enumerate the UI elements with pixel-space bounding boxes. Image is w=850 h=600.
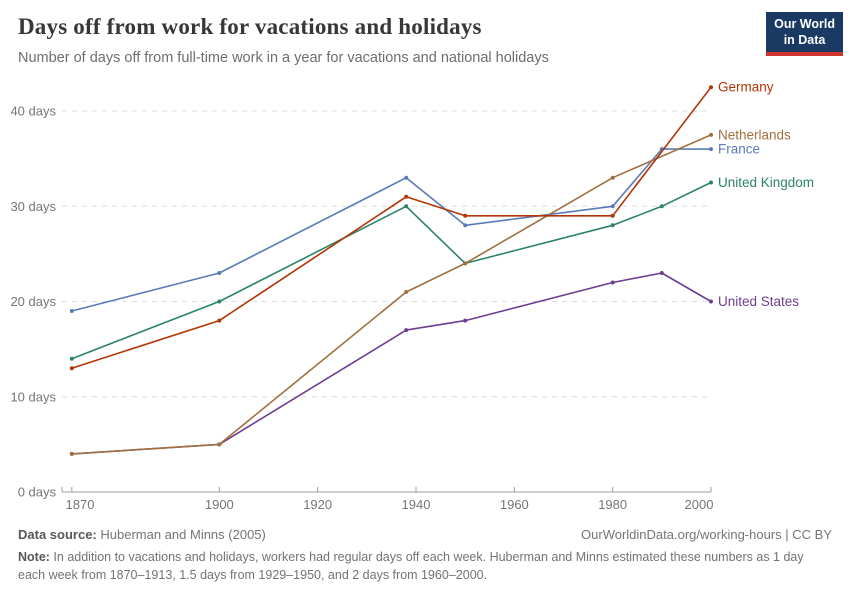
chart-note: Note: In addition to vacations and holid…: [18, 549, 832, 585]
series-label-united-kingdom[interactable]: United Kingdom: [718, 175, 814, 190]
owid-logo-line1: Our World: [774, 17, 835, 31]
data-point-netherlands: [610, 175, 615, 180]
chart-header: Days off from work for vacations and hol…: [0, 0, 850, 66]
data-point-netherlands: [404, 290, 409, 294]
attribution-license: | CC BY: [781, 527, 832, 542]
owid-logo[interactable]: Our World in Data: [766, 12, 843, 57]
data-point-united-kingdom: [217, 299, 222, 304]
data-point-united-kingdom: [69, 356, 74, 361]
attribution: OurWorldinData.org/working-hours | CC BY: [581, 527, 832, 542]
data-point-united-states: [709, 299, 713, 304]
series-label-united-states[interactable]: United States: [718, 294, 799, 309]
data-source-label: Data source:: [18, 527, 97, 542]
x-tick-label: 2000: [685, 497, 714, 512]
data-point-germany: [463, 213, 468, 218]
chart-footer: Data source: Huberman and Minns (2005) O…: [0, 527, 850, 585]
data-point-netherlands: [463, 261, 468, 266]
data-point-united-kingdom: [404, 204, 409, 209]
x-tick-label: 1900: [205, 497, 234, 512]
y-tick-label: 30 days: [10, 199, 56, 214]
data-point-france: [217, 271, 222, 275]
data-point-germany: [404, 194, 409, 199]
series-line-united-states: [71, 272, 712, 455]
series-label-france[interactable]: France: [718, 142, 760, 157]
data-point-united-states: [659, 271, 664, 275]
page-title: Days off from work for vacations and hol…: [18, 14, 482, 39]
data-point-france: [404, 175, 409, 180]
data-point-netherlands: [69, 451, 74, 456]
note-label: Note:: [18, 550, 50, 564]
data-source: Data source: Huberman and Minns (2005): [18, 527, 266, 542]
y-tick-label: 20 days: [10, 294, 56, 309]
data-point-germany: [709, 85, 713, 90]
data-point-france: [610, 204, 615, 209]
x-tick-label: 1870: [66, 497, 95, 512]
data-point-united-states: [404, 328, 409, 333]
series-line-netherlands: [71, 134, 712, 455]
data-point-germany: [610, 213, 615, 218]
data-point-france: [69, 309, 74, 313]
page-subtitle: Number of days off from full-time work i…: [18, 50, 549, 66]
x-tick-label: 1980: [598, 497, 627, 512]
x-tick-label: 1920: [303, 497, 332, 512]
data-point-united-kingdom: [610, 223, 615, 228]
series-line-united-kingdom: [71, 181, 712, 360]
data-point-netherlands: [217, 442, 222, 447]
series-label-netherlands[interactable]: Netherlands: [718, 127, 791, 142]
x-tick-label: 1960: [500, 497, 529, 512]
data-point-netherlands: [709, 132, 713, 137]
source-row: Data source: Huberman and Minns (2005) O…: [18, 527, 832, 542]
data-point-germany: [217, 318, 222, 323]
attribution-link[interactable]: OurWorldinData.org/working-hours: [581, 527, 782, 542]
data-point-united-states: [610, 280, 615, 285]
y-tick-label: 40 days: [10, 104, 56, 119]
series-line-france: [71, 148, 712, 312]
y-tick-label: 0 days: [18, 485, 57, 500]
data-point-united-kingdom: [659, 204, 664, 209]
data-point-france: [709, 147, 713, 152]
owid-logo-line2: in Data: [783, 32, 826, 47]
data-point-france: [463, 223, 468, 228]
data-point-united-states: [463, 318, 468, 323]
data-point-germany: [69, 366, 74, 371]
note-text: In addition to vacations and holidays, w…: [18, 550, 804, 582]
data-point-united-kingdom: [709, 180, 713, 185]
x-tick-label: 1940: [402, 497, 431, 512]
chart-canvas: 0 days 10 days 20 days 30 days 40 days 1870 19…: [10, 80, 814, 512]
series-label-germany[interactable]: Germany: [718, 80, 774, 95]
y-tick-label: 10 days: [10, 389, 56, 404]
data-source-value: Huberman and Minns (2005): [100, 527, 266, 542]
series-line-germany: [71, 86, 712, 369]
